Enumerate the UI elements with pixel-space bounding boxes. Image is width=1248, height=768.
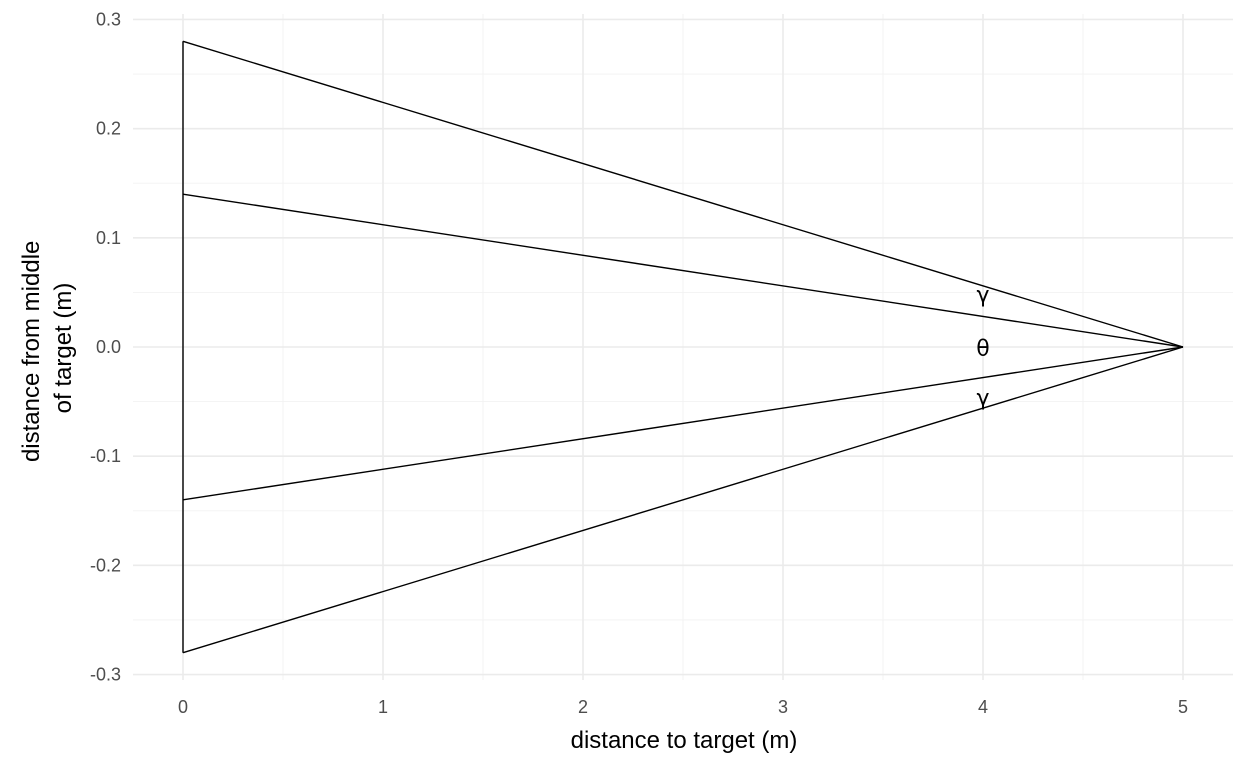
x-tick-label: 1 [378, 697, 388, 717]
angle-label-3: γ [976, 386, 989, 411]
x-tick-label: 5 [1178, 697, 1188, 717]
x-axis-title: distance to target (m) [571, 727, 798, 754]
y-tick-label: 0.0 [96, 337, 121, 357]
x-tick-label: 3 [778, 697, 788, 717]
segment-line-3 [182, 193, 1184, 348]
y-tick-label: 0.1 [96, 228, 121, 248]
segment-line-2 [182, 40, 1184, 348]
segment-line-5 [182, 346, 1184, 654]
y-axis-title-line-1: distance from middle [18, 241, 45, 462]
segment-line-4 [182, 346, 1184, 501]
y-axis-title: distance from middle of target (m) [18, 234, 77, 462]
angle-annotations: γθγ [976, 283, 989, 411]
y-axis-tick-labels: -0.3 -0.2 -0.1 0.0 0.1 0.2 0.3 [90, 9, 121, 684]
angle-label-2: θ [976, 337, 989, 362]
y-tick-label: -0.3 [90, 665, 121, 685]
y-tick-label: -0.1 [90, 446, 121, 466]
x-tick-label: 2 [578, 697, 588, 717]
y-tick-label: -0.2 [90, 555, 121, 575]
x-tick-label: 0 [178, 697, 188, 717]
x-axis-tick-labels: 0 1 2 3 4 5 [178, 697, 1188, 717]
angle-label-1: γ [976, 283, 989, 308]
x-tick-label: 4 [978, 697, 988, 717]
y-tick-label: 0.3 [96, 9, 121, 29]
plot-lines [182, 40, 1184, 654]
y-axis-title-line-2: of target (m) [50, 283, 77, 414]
y-tick-label: 0.2 [96, 119, 121, 139]
